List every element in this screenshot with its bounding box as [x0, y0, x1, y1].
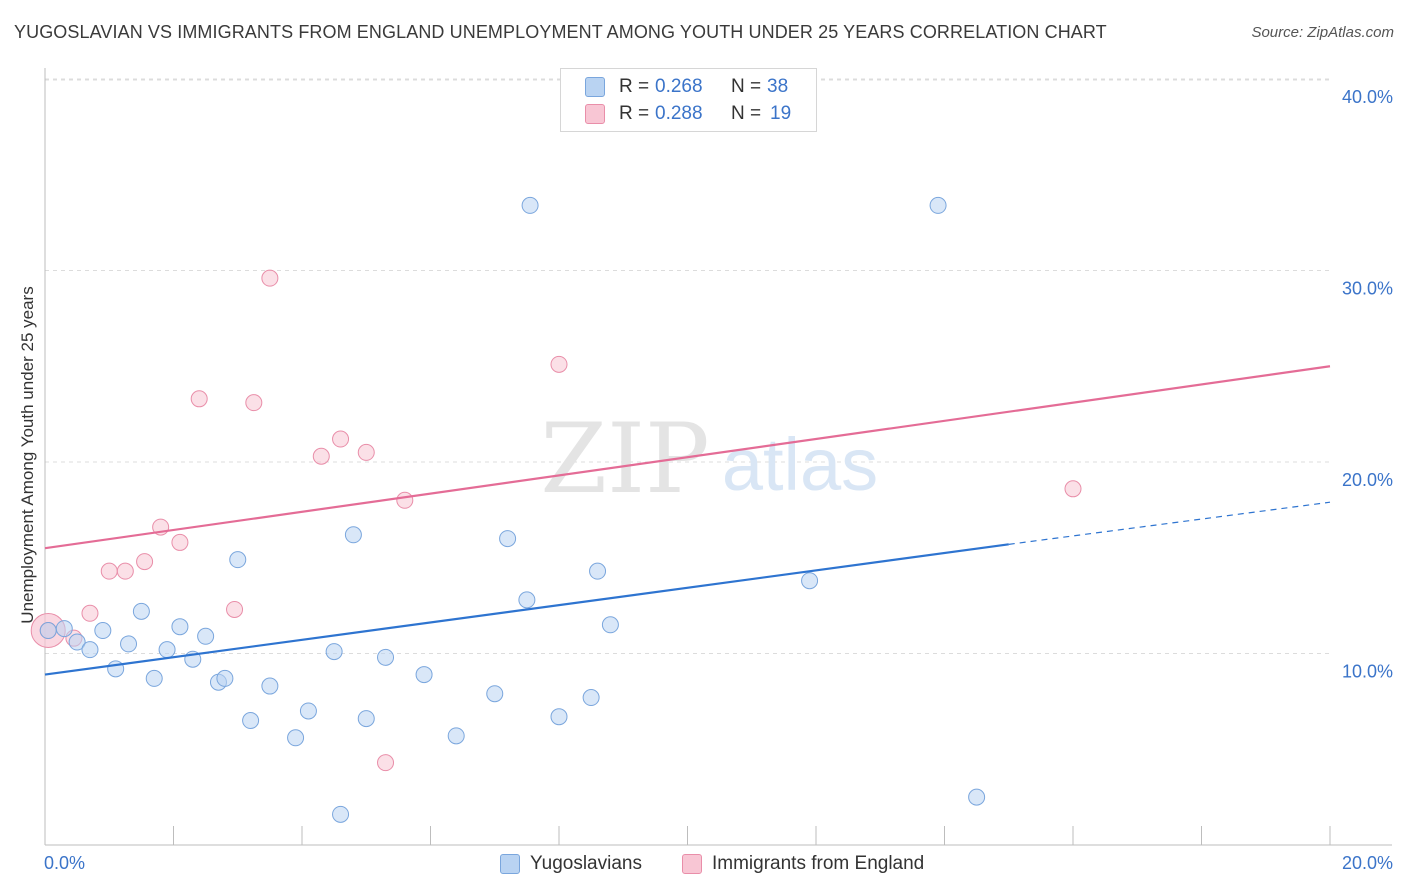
legend-r-value: 0.268 [655, 76, 703, 97]
legend-swatch-pink [585, 104, 605, 124]
trend-line-england [44, 365, 1331, 550]
y-tick-label: 40.0% [1342, 87, 1393, 107]
data-point-yugoslavian [968, 788, 986, 806]
x-tick-label: 0.0% [44, 853, 85, 873]
data-point-england [357, 443, 375, 461]
y-tick-label: 20.0% [1342, 470, 1393, 490]
data-point-yugoslavian [415, 666, 433, 684]
data-point-yugoslavian [357, 710, 375, 728]
data-point-yugoslavian [145, 669, 163, 687]
data-point-england [116, 562, 134, 580]
data-point-yugoslavian [299, 702, 317, 720]
data-point-yugoslavian [39, 622, 57, 640]
data-point-yugoslavian [929, 196, 947, 214]
bottom-legend-label: Yugoslavians [530, 853, 642, 874]
watermark-zip: ZIP [540, 403, 709, 515]
data-point-yugoslavian [589, 562, 607, 580]
trend-lines [44, 365, 1331, 676]
data-point-england [1064, 480, 1082, 498]
data-point-yugoslavian [81, 641, 99, 659]
trend-line-yugoslavians [44, 543, 1009, 676]
bottom-legend-swatch-blue [500, 854, 520, 874]
data-point-yugoslavian [94, 622, 112, 640]
data-point-england [332, 430, 350, 448]
data-point-yugoslavian [521, 196, 539, 214]
data-point-yugoslavian [325, 643, 343, 661]
watermark-atlas: atlas [722, 423, 878, 506]
data-point-england [377, 754, 395, 772]
data-point-yugoslavian [486, 685, 504, 703]
data-point-yugoslavian [197, 627, 215, 645]
data-point-england [396, 491, 414, 509]
data-point-yugoslavian [158, 641, 176, 659]
data-point-england [171, 533, 189, 551]
data-point-england [136, 553, 154, 571]
data-point-yugoslavian [499, 530, 517, 548]
data-point-yugoslavian [68, 633, 86, 651]
correlation-legend: R = 0.268 N = 38 R = 0.288 N = 19 [560, 68, 817, 132]
data-point-yugoslavian [216, 669, 234, 687]
data-point-yugoslavian [582, 689, 600, 707]
data-points [30, 196, 1082, 823]
data-point-yugoslavian [242, 712, 260, 730]
data-point-yugoslavian [120, 635, 138, 653]
data-point-england [550, 355, 568, 373]
y-tick-label: 10.0% [1342, 662, 1393, 682]
legend-n-value: 19 [770, 103, 792, 124]
data-point-england [261, 269, 279, 287]
data-point-yugoslavian [801, 572, 819, 590]
legend-n-label: N = [731, 76, 762, 97]
data-point-yugoslavian [229, 551, 247, 569]
bottom-legend-label: Immigrants from England [712, 853, 925, 874]
data-point-yugoslavian [601, 616, 619, 634]
axes [44, 68, 1392, 846]
y-tick-label: 30.0% [1342, 279, 1393, 299]
legend-swatch-blue [585, 77, 605, 97]
bottom-legend-england: Immigrants from England [682, 850, 924, 878]
data-point-england [226, 600, 244, 618]
data-point-yugoslavian [132, 602, 150, 620]
watermark: ZIP atlas [540, 403, 878, 515]
data-point-yugoslavian [287, 729, 305, 747]
bottom-legend-swatch-pink [682, 854, 702, 874]
data-point-england [100, 562, 118, 580]
trend-line-yugoslavians-extension [1008, 501, 1331, 545]
source-label: Source: ZipAtlas.com [1251, 24, 1394, 41]
data-point-yugoslavian [261, 677, 279, 695]
data-point-yugoslavian [344, 526, 362, 544]
data-point-yugoslavian [332, 805, 350, 823]
bottom-legend-yugoslavians: Yugoslavians [500, 850, 642, 878]
legend-n-label: N = [731, 103, 762, 124]
data-point-yugoslavian [377, 648, 395, 666]
legend-r-label: R = [619, 76, 650, 97]
data-point-yugoslavian [447, 727, 465, 745]
data-point-england [312, 447, 330, 465]
data-point-england [81, 604, 99, 622]
data-point-yugoslavian [171, 618, 189, 636]
legend-n-value: 38 [767, 76, 789, 97]
data-point-england [190, 390, 208, 408]
data-point-england [245, 394, 263, 412]
legend-r-value: 0.288 [655, 103, 703, 124]
legend-r-label: R = [619, 103, 650, 124]
tick-labels: 10.0% 20.0% 30.0% 40.0% 0.0% 20.0% [44, 87, 1393, 873]
chart-title: YUGOSLAVIAN VS IMMIGRANTS FROM ENGLAND U… [14, 22, 1107, 42]
data-point-yugoslavian [550, 708, 568, 726]
bottom-legend: Yugoslavians Immigrants from England [0, 850, 1406, 880]
x-tick-label: 20.0% [1342, 853, 1393, 873]
data-point-yugoslavian [518, 591, 536, 609]
data-point-yugoslavian [55, 620, 73, 638]
